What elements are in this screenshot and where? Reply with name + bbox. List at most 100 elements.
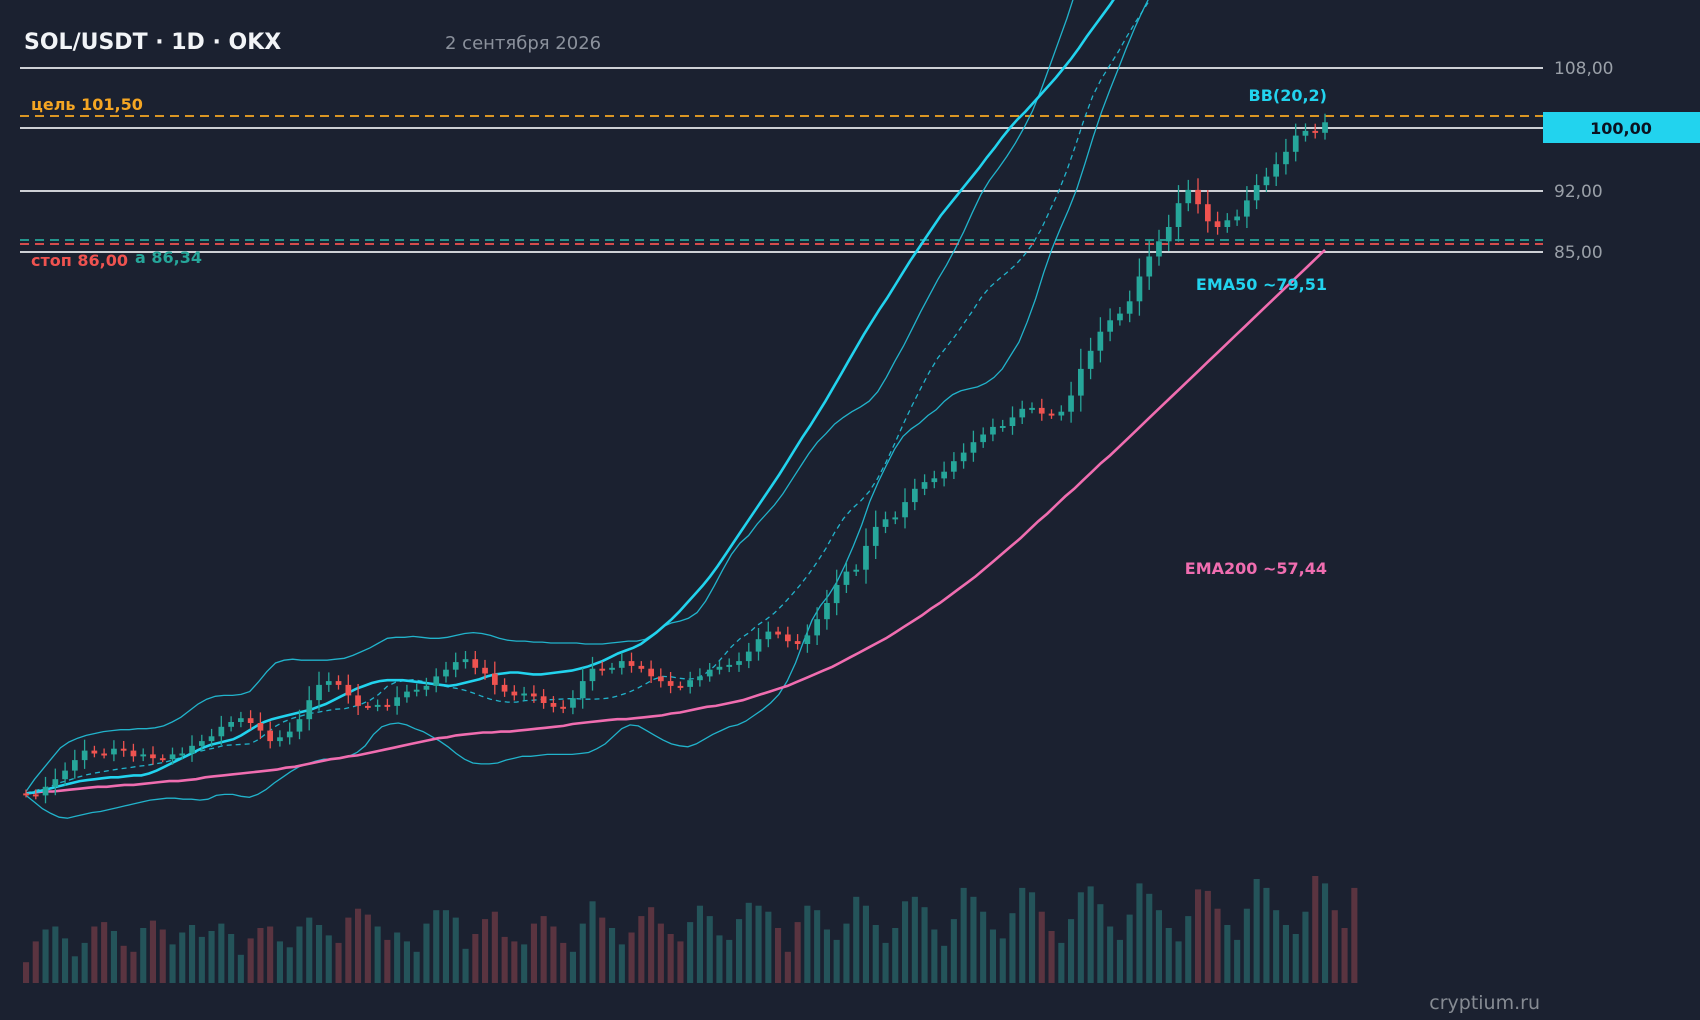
volume-bar <box>267 926 274 983</box>
volume-bar <box>569 951 576 983</box>
volume-bar <box>726 939 733 983</box>
candle <box>824 589 830 630</box>
candle <box>257 712 264 740</box>
candle <box>1136 258 1143 316</box>
volume-bar <box>1087 886 1094 983</box>
candle <box>1165 214 1172 251</box>
volume-bar <box>589 901 596 983</box>
candle-body <box>863 545 869 570</box>
candle-body <box>413 689 420 692</box>
candle-body <box>472 659 479 668</box>
candle-body <box>540 696 547 703</box>
volume-bar <box>482 919 489 983</box>
candle <box>169 747 176 765</box>
volume-bar <box>1136 883 1143 983</box>
volume-bar <box>745 902 752 984</box>
volume-bar <box>1224 925 1231 983</box>
candle <box>286 722 293 745</box>
candle-body <box>1068 395 1074 412</box>
candle <box>609 662 615 674</box>
candle-body <box>1117 313 1123 321</box>
candle <box>316 671 322 711</box>
candle <box>941 461 947 487</box>
candle <box>960 443 967 469</box>
candle-body <box>511 691 518 696</box>
candle-body <box>267 730 273 742</box>
candle-body <box>1205 204 1211 222</box>
candle-body <box>667 681 674 686</box>
candle <box>775 626 781 639</box>
candle <box>228 716 234 732</box>
volume-bar <box>736 919 743 983</box>
volume-bar <box>1253 879 1260 983</box>
volume-bar <box>394 932 401 983</box>
candle-body <box>1009 417 1016 426</box>
candle-body <box>238 718 244 722</box>
volume-bar <box>999 938 1006 983</box>
candle-body <box>550 703 557 707</box>
volume-bar <box>960 887 967 983</box>
volume-bar <box>1195 889 1202 983</box>
candle <box>199 734 205 751</box>
candle <box>745 642 752 669</box>
volume-bar <box>335 942 342 983</box>
volume-bar <box>71 956 78 984</box>
candle <box>150 746 156 765</box>
candle-body <box>902 502 908 518</box>
candle-body <box>648 668 654 677</box>
volume-bar <box>189 925 196 983</box>
y-tick-label: 92,00 <box>1554 182 1603 202</box>
candle-body <box>296 719 303 732</box>
price-tag-label: 100,00 <box>1590 119 1652 138</box>
candle-body <box>970 442 977 453</box>
candle-body <box>218 726 225 737</box>
candle-body <box>921 482 928 489</box>
candle-body <box>1312 130 1319 133</box>
candle-body <box>1058 411 1065 416</box>
candle <box>296 709 303 740</box>
volume-bar <box>862 905 869 983</box>
candle-body <box>1097 331 1104 351</box>
volume-bar <box>882 942 889 983</box>
candle-body <box>1087 350 1094 369</box>
candle <box>277 730 283 747</box>
candle-body <box>277 737 283 742</box>
candle <box>1224 213 1231 233</box>
candle-body <box>1038 407 1045 414</box>
volume-bar <box>931 929 938 983</box>
candle-body <box>1292 135 1299 152</box>
volume-bar <box>374 926 381 983</box>
bollinger-label: BB(20,2) <box>1249 86 1328 105</box>
candle-body <box>560 706 566 709</box>
volume-bar <box>950 919 957 983</box>
candle-body <box>814 619 820 636</box>
candle-body <box>1019 408 1026 418</box>
candle <box>1078 348 1084 412</box>
volume-bar <box>1048 931 1055 983</box>
candle-body <box>394 697 400 706</box>
ema50-line <box>25 0 1115 795</box>
candle <box>130 743 137 762</box>
candle <box>736 652 742 672</box>
candle-body <box>150 754 156 759</box>
candle <box>755 628 762 661</box>
candle <box>306 686 313 731</box>
volume-bar <box>23 962 30 983</box>
volume-bar <box>1292 934 1299 983</box>
volume-bar <box>794 922 801 983</box>
candle-body <box>81 750 88 761</box>
candle <box>1253 174 1260 210</box>
candle <box>1048 409 1055 419</box>
candle-body <box>745 651 752 662</box>
candle-body <box>189 745 195 754</box>
volume-bar <box>296 926 303 983</box>
candle <box>970 430 977 462</box>
candle <box>404 684 410 703</box>
candle-body <box>706 669 713 677</box>
volume-bar <box>667 934 674 983</box>
candle <box>433 668 440 693</box>
volume-bar <box>433 910 440 983</box>
candle-body <box>384 704 391 707</box>
candle-body <box>716 666 723 670</box>
